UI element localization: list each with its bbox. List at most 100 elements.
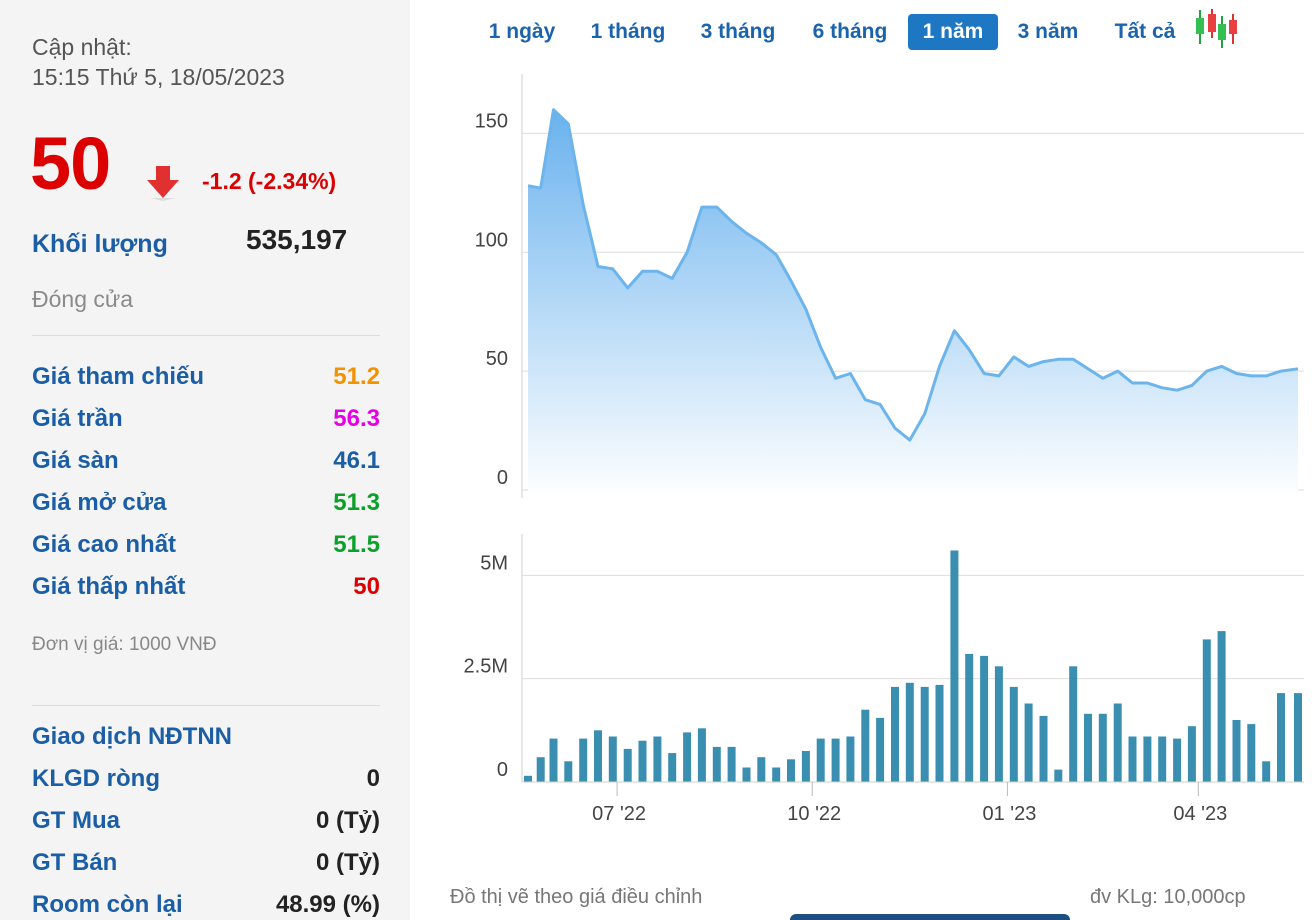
price-row-value: 56.3 bbox=[333, 405, 380, 432]
volume-bar bbox=[920, 686, 929, 782]
update-info: Cập nhật: 15:15 Thứ 5, 18/05/2023 bbox=[32, 32, 285, 92]
price-row-floor: Giá sàn 46.1 bbox=[32, 447, 380, 477]
volume-bar bbox=[536, 757, 545, 782]
volume-tick-label: 5M bbox=[480, 552, 508, 574]
volume-bar bbox=[1173, 738, 1182, 782]
tab-3-months[interactable]: 3 tháng bbox=[700, 20, 776, 43]
volume-bar bbox=[831, 738, 840, 782]
foreign-row-label: Room còn lại bbox=[32, 891, 183, 918]
market-status: Đóng cửa bbox=[32, 286, 134, 312]
volume-bar bbox=[1113, 703, 1122, 782]
volume-value: 535,197 bbox=[246, 224, 348, 255]
volume-bar bbox=[712, 746, 721, 782]
foreign-row-buy: GT Mua 0 (Tỷ) bbox=[32, 807, 380, 837]
volume-bar bbox=[549, 738, 558, 782]
volume-bar bbox=[1262, 761, 1271, 782]
update-label: Cập nhật: bbox=[32, 34, 132, 60]
volume-bar bbox=[594, 730, 602, 782]
volume-bar bbox=[1084, 713, 1092, 782]
foreign-row-value: 48.99 (%) bbox=[275, 891, 380, 918]
price-row-label: Giá tham chiếu bbox=[32, 363, 205, 390]
price-tick-label: 50 bbox=[486, 348, 508, 370]
tab-6-months[interactable]: 6 tháng bbox=[812, 20, 888, 43]
candlestick-chart-icon[interactable] bbox=[1190, 8, 1240, 50]
foreign-row-sell: GT Bán 0 (Tỷ) bbox=[32, 849, 380, 879]
foreign-row-value: 0 bbox=[366, 765, 380, 792]
volume-bar bbox=[1247, 724, 1256, 782]
volume-bar bbox=[816, 738, 825, 782]
volume-bar bbox=[1039, 715, 1048, 782]
tab-1-year[interactable]: 1 năm bbox=[908, 14, 998, 50]
volume-bar bbox=[742, 767, 751, 782]
price-row-value: 51.5 bbox=[333, 531, 380, 558]
price-row-open: Giá mở cửa 51.3 bbox=[32, 489, 380, 519]
volume-bar bbox=[1217, 631, 1226, 782]
price-area-group bbox=[527, 108, 1299, 498]
volume-bar bbox=[1232, 720, 1241, 782]
volume-bar bbox=[757, 757, 766, 782]
foreign-trading-title: Giao dịch NĐTNN bbox=[32, 723, 380, 753]
price-change: -1.2 (-2.34%) bbox=[202, 168, 337, 194]
volume-bar bbox=[727, 746, 736, 782]
price-row-ceiling: Giá trần 56.3 bbox=[32, 405, 380, 435]
foreign-row-label: GT Bán bbox=[32, 849, 118, 876]
price-row-label: Giá sàn bbox=[32, 447, 119, 474]
volume-bar bbox=[950, 550, 959, 782]
volume-bar bbox=[524, 775, 532, 782]
volume-bar bbox=[1143, 736, 1152, 782]
action-button[interactable] bbox=[790, 914, 1070, 920]
volume-bar bbox=[579, 738, 588, 782]
volume-tick-label: 0 bbox=[497, 759, 508, 781]
volume-bar bbox=[994, 666, 1003, 782]
price-row-label: Giá thấp nhất bbox=[32, 573, 186, 600]
volume-bar bbox=[1202, 639, 1211, 782]
price-row-label: Giá trần bbox=[32, 405, 123, 432]
volume-bar bbox=[1277, 693, 1285, 782]
foreign-row-value: 0 (Tỷ) bbox=[315, 849, 380, 876]
price-row-value: 50 bbox=[353, 573, 380, 600]
price-tick-label: 100 bbox=[475, 229, 508, 251]
volume-bar bbox=[980, 655, 989, 782]
divider bbox=[32, 335, 380, 336]
foreign-row-net-volume: KLGD ròng 0 bbox=[32, 765, 380, 795]
divider bbox=[32, 705, 380, 706]
tab-all[interactable]: Tất cả bbox=[1114, 20, 1176, 43]
price-tick-label: 0 bbox=[497, 467, 508, 489]
volume-unit-note: đv KLg: 10,000cp bbox=[1090, 886, 1246, 908]
volume-bar bbox=[683, 732, 692, 782]
price-row-value: 51.2 bbox=[333, 363, 380, 390]
foreign-row-label: GT Mua bbox=[32, 807, 120, 834]
arrow-down-icon bbox=[147, 166, 179, 201]
volume-bar bbox=[1024, 703, 1033, 782]
volume-bars bbox=[524, 550, 1302, 782]
volume-bar bbox=[846, 736, 855, 782]
volume-label: Khối lượng bbox=[32, 230, 168, 258]
volume-bar bbox=[787, 759, 795, 782]
volume-bar bbox=[564, 761, 573, 782]
price-row-reference: Giá tham chiếu 51.2 bbox=[32, 363, 380, 393]
tab-1-month[interactable]: 1 tháng bbox=[590, 20, 666, 43]
tab-3-years[interactable]: 3 năm bbox=[1017, 20, 1079, 43]
volume-bar bbox=[1098, 713, 1107, 782]
x-tick-label: 04 '23 bbox=[1173, 803, 1227, 825]
volume-bar bbox=[608, 736, 617, 782]
price-row-value: 46.1 bbox=[333, 447, 380, 474]
foreign-title: Giao dịch NĐTNN bbox=[32, 723, 233, 750]
x-tick-label: 07 '22 bbox=[592, 803, 646, 825]
volume-bar bbox=[965, 653, 974, 782]
foreign-row-room: Room còn lại 48.99 (%) bbox=[32, 891, 380, 920]
volume-bar bbox=[772, 767, 781, 782]
volume-bar bbox=[697, 728, 706, 782]
foreign-row-value: 0 (Tỷ) bbox=[315, 807, 380, 834]
volume-bar bbox=[891, 686, 899, 782]
price-row-low: Giá thấp nhất 50 bbox=[32, 573, 380, 603]
volume-bar bbox=[1294, 693, 1302, 782]
volume-bar bbox=[623, 748, 632, 782]
price-row-label: Giá cao nhất bbox=[32, 531, 177, 558]
volume-bar bbox=[876, 717, 885, 782]
update-time: 15:15 Thứ 5, 18/05/2023 bbox=[32, 64, 285, 90]
tab-1-day[interactable]: 1 ngày bbox=[488, 20, 556, 43]
volume-bar bbox=[1009, 686, 1018, 782]
quote-panel: Cập nhật: 15:15 Thứ 5, 18/05/2023 50 -1.… bbox=[0, 0, 410, 920]
